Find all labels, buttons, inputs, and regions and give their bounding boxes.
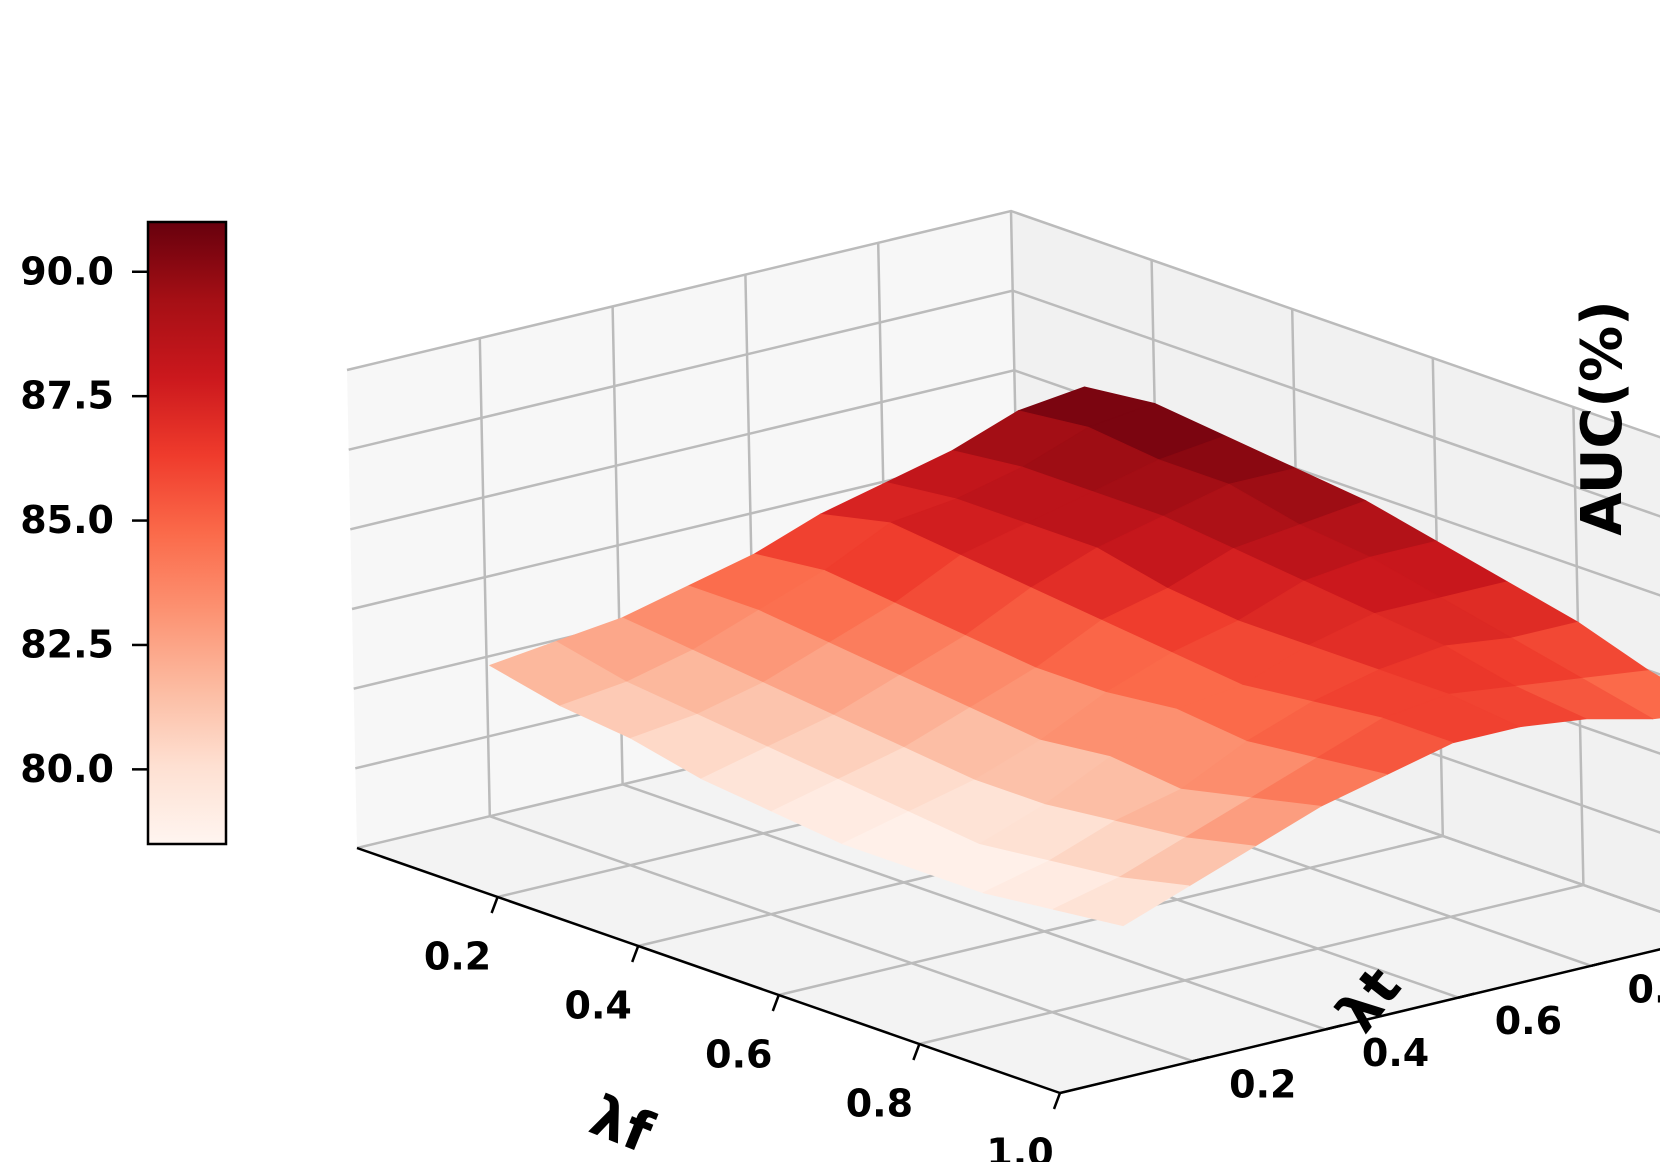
grid-line bbox=[348, 289, 1660, 518]
grid-line bbox=[346, 209, 1660, 439]
colorbar-tick-label: 85.0 bbox=[20, 498, 114, 542]
colorbar-tick-label: 90.0 bbox=[20, 249, 114, 293]
surface-patch bbox=[1052, 877, 1190, 927]
y-tick-label: 0.4 bbox=[1362, 1031, 1429, 1075]
x-tick-label: 0.2 bbox=[424, 935, 491, 979]
y-tick-label: 0.2 bbox=[1229, 1063, 1296, 1107]
x-tick bbox=[631, 945, 640, 963]
x-axis-line bbox=[356, 846, 1061, 1095]
x-tick-label: 0.8 bbox=[846, 1082, 913, 1126]
y-tick-label: 0.6 bbox=[1495, 999, 1562, 1043]
colorbar: 80.0 82.5 85.0 87.5 90.0 bbox=[20, 220, 228, 846]
x-tick bbox=[1052, 1092, 1062, 1110]
colorbar-tick-label: 80.0 bbox=[20, 747, 114, 791]
colorbar-gradient bbox=[146, 220, 228, 846]
y-tick bbox=[1590, 960, 1608, 968]
y-axis-line bbox=[1059, 948, 1660, 1095]
colorbar-tick-label: 82.5 bbox=[20, 622, 114, 666]
x-tick-label: 0.4 bbox=[565, 984, 632, 1028]
x-tick-label: 0.6 bbox=[705, 1033, 772, 1077]
y-tick bbox=[1192, 1055, 1210, 1063]
x-tick bbox=[490, 896, 499, 914]
x-tick bbox=[912, 1043, 921, 1061]
y-tick-label: 0.8 bbox=[1628, 967, 1660, 1011]
x-axis-title: λf bbox=[581, 1084, 661, 1162]
y-tick bbox=[1458, 992, 1475, 999]
x-tick-label: 1.0 bbox=[986, 1131, 1053, 1162]
colorbar-tick-label: 87.5 bbox=[20, 374, 114, 418]
surface bbox=[489, 386, 1660, 927]
z-axis-title: AUC(%) bbox=[1570, 300, 1635, 535]
x-tick bbox=[771, 994, 780, 1012]
y-tick bbox=[1325, 1024, 1342, 1031]
grid-line bbox=[350, 368, 1660, 597]
